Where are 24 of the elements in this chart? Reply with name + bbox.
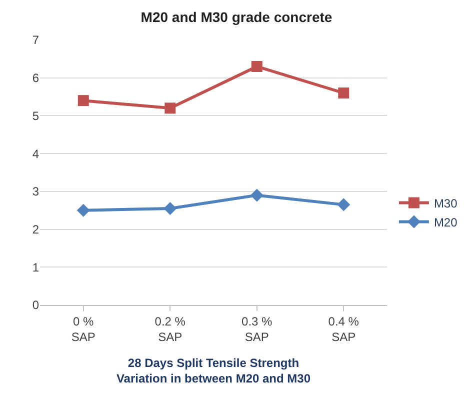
y-tick-label: 5 [32, 108, 40, 123]
chart-title: M20 and M30 grade concrete [140, 8, 332, 25]
point [337, 198, 350, 212]
point [164, 202, 177, 215]
y-tick-label: 7 [32, 33, 40, 48]
point [78, 95, 89, 106]
point [164, 102, 176, 114]
y-tick-label: 4 [32, 146, 40, 161]
point [250, 188, 264, 202]
x-tick-label: 0.4 % SAP [328, 314, 360, 344]
x-tick-label: 0.3 % SAP [242, 314, 273, 344]
y-tick-label: 3 [32, 184, 40, 199]
y-tick-label: 0 [32, 298, 40, 312]
y-tick-label: 1 [32, 260, 40, 274]
y-tick-label: 6 [32, 71, 40, 86]
point [76, 204, 90, 217]
y-tick-label: 2 [32, 222, 40, 236]
x-axis-title: 28 Days Split Tensile Strength Variation in between M20 and M30 [116, 356, 311, 386]
legend-label: M20 [434, 215, 458, 230]
point [338, 88, 350, 98]
legend-label: M30 [434, 196, 458, 210]
x-tick-label: 0.2 % SAP [154, 314, 186, 344]
point [251, 61, 262, 72]
x-tick-label: 0 % SAP [71, 314, 96, 344]
